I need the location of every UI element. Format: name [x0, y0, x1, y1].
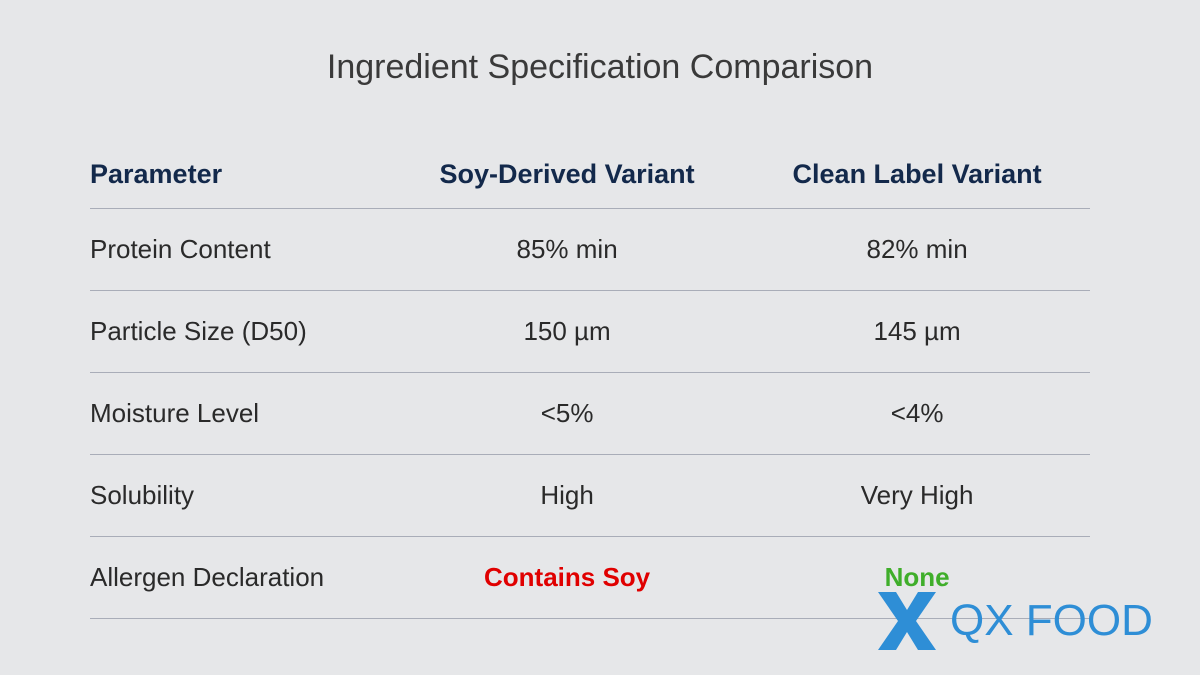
table-cell: 145 µm [744, 290, 1090, 373]
logo-icon [878, 592, 936, 650]
table-cell: Solubility [90, 454, 390, 537]
table-cell: Contains Soy [390, 536, 745, 619]
table-cell: High [390, 454, 745, 537]
table-cell: Protein Content [90, 208, 390, 291]
spec-table: Parameter Soy-Derived Variant Clean Labe… [90, 140, 1090, 619]
column-header: Clean Label Variant [744, 140, 1090, 209]
table-row: Solubility High Very High [90, 454, 1090, 537]
table-row: Moisture Level <5% <4% [90, 372, 1090, 455]
table-cell: 150 µm [390, 290, 745, 373]
table-cell: <5% [390, 372, 745, 455]
table-cell: Particle Size (D50) [90, 290, 390, 373]
title: Ingredient Specification Comparison [326, 48, 874, 86]
table-cell: Very High [744, 454, 1090, 537]
column-header: Parameter [90, 140, 390, 209]
table-cell: Moisture Level [90, 372, 390, 455]
table-cell: 85% min [390, 208, 745, 291]
logo-text: QX FOOD [950, 596, 1153, 645]
table-cell: <4% [744, 372, 1090, 455]
table-row: Particle Size (D50) 150 µm 145 µm [90, 290, 1090, 373]
column-header: Soy-Derived Variant [390, 140, 745, 209]
table-cell: Allergen Declaration [90, 536, 390, 619]
table-cell: 82% min [744, 208, 1090, 291]
table-row: Protein Content 85% min 82% min [90, 208, 1090, 291]
logo: QX FOOD [874, 588, 1153, 654]
